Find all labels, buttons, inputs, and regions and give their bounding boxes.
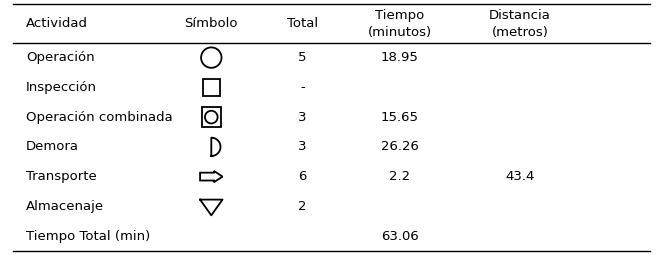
Text: 3: 3 [298,111,306,124]
Text: Total: Total [286,17,318,30]
Text: Símbolo: Símbolo [184,17,238,30]
Text: 2: 2 [298,200,306,213]
Text: 63.06: 63.06 [381,230,418,243]
Text: -: - [300,81,304,94]
Text: Operación combinada: Operación combinada [26,111,173,124]
Text: Almacenaje: Almacenaje [26,200,104,213]
Text: Transporte: Transporte [26,170,97,183]
Text: 15.65: 15.65 [381,111,419,124]
Text: Distancia: Distancia [489,10,551,22]
Text: (minutos): (minutos) [368,26,432,39]
Text: Inspección: Inspección [26,81,97,94]
Text: Operación: Operación [26,51,95,64]
Bar [202,107,221,127]
Text: 3: 3 [298,140,306,153]
Text: 43.4: 43.4 [505,170,534,183]
Text: 5: 5 [298,51,306,64]
Text: Tiempo: Tiempo [375,10,424,22]
Text: (metros): (metros) [491,26,548,39]
Text: Tiempo Total (min): Tiempo Total (min) [26,230,151,243]
Text: Actividad: Actividad [26,17,88,30]
Text: 2.2: 2.2 [389,170,410,183]
Text: Demora: Demora [26,140,79,153]
Text: 18.95: 18.95 [381,51,418,64]
Bar [203,79,220,96]
Text: 6: 6 [298,170,306,183]
Text: 26.26: 26.26 [381,140,418,153]
